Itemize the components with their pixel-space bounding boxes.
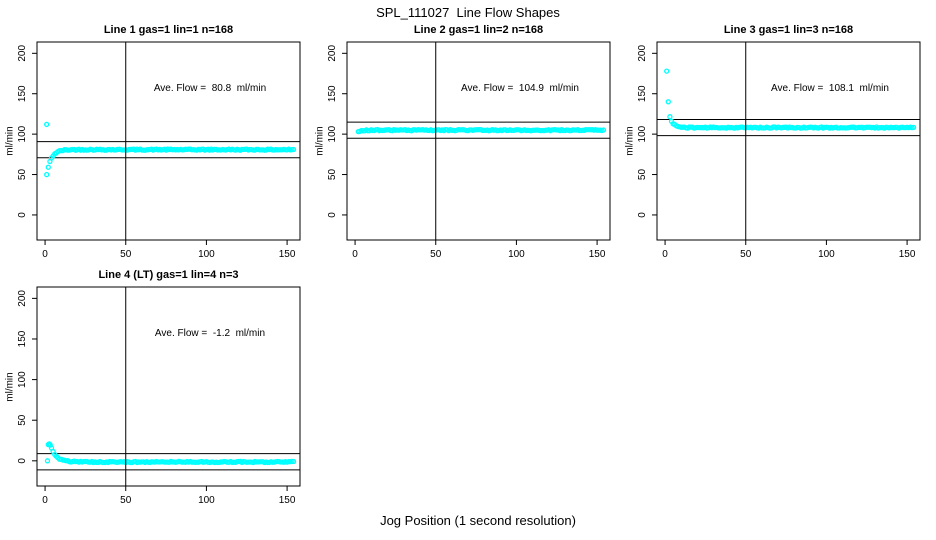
x-tick-label: 150	[589, 249, 606, 260]
main-title: SPL_111027 Line Flow Shapes	[376, 5, 560, 20]
ave-flow-annotation-line1: Ave. Flow = 80.8 ml/min	[153, 83, 267, 94]
y-tick-label: 100	[637, 125, 648, 142]
y-tick-label: 200	[17, 45, 28, 62]
y-tick-label: 150	[17, 85, 28, 102]
y-tick-label: 200	[17, 290, 28, 307]
x-tick-label: 150	[899, 249, 916, 260]
y-tick-label: 0	[637, 212, 648, 218]
y-tick-label: 0	[17, 212, 28, 218]
x-tick-label: 150	[279, 495, 296, 506]
x-tick-label: 100	[508, 249, 525, 260]
x-axis-label: Jog Position (1 second resolution)	[380, 513, 576, 528]
y-axis-label-line4: ml/min	[4, 372, 16, 402]
y-tick-label: 50	[17, 414, 28, 426]
y-tick-label: 100	[17, 125, 28, 142]
data-point	[667, 114, 673, 120]
plot-box	[346, 41, 611, 241]
ave-flow-annotation-line2: Ave. Flow = 104.9 ml/min	[461, 83, 579, 94]
data-point	[47, 442, 53, 448]
y-axis-label-line3: ml/min	[624, 126, 636, 156]
y-tick-label: 50	[637, 169, 648, 181]
x-tick-label: 100	[198, 249, 215, 260]
x-tick-label: 0	[42, 495, 48, 506]
x-tick-label: 100	[198, 495, 215, 506]
y-axis-label-line2: ml/min	[314, 126, 326, 156]
x-tick-label: 50	[120, 495, 132, 506]
y-tick-label: 200	[327, 45, 338, 62]
plot-box	[36, 286, 301, 487]
ave-flow-annotation-line3: Ave. Flow = 108.1 ml/min	[771, 83, 889, 94]
subplot-title-line4: Line 4 (LT) gas=1 lin=4 n=3	[98, 269, 239, 281]
data-point	[44, 121, 50, 128]
data-point	[290, 458, 297, 465]
subplot-title-line3: Line 3 gas=1 lin=3 n=168	[723, 24, 854, 36]
data-point	[665, 99, 671, 105]
y-tick-label: 50	[17, 169, 28, 181]
data-point	[44, 171, 50, 178]
x-tick-label: 50	[430, 249, 442, 260]
x-tick-label: 150	[279, 249, 296, 260]
x-tick-label: 0	[662, 249, 668, 260]
y-tick-label: 0	[327, 212, 338, 218]
plot-box	[656, 41, 921, 241]
x-tick-label: 50	[740, 249, 752, 260]
y-tick-label: 50	[327, 169, 338, 181]
y-axis-label-line1: ml/min	[4, 126, 16, 156]
data-point	[664, 68, 670, 74]
x-tick-label: 0	[42, 249, 48, 260]
data-point	[45, 164, 51, 170]
y-tick-label: 100	[17, 371, 28, 388]
x-tick-label: 100	[818, 249, 835, 260]
data-point	[44, 458, 51, 464]
ave-flow-annotation-line4: Ave. Flow = -1.2 ml/min	[154, 328, 266, 339]
x-tick-label: 0	[352, 249, 358, 260]
y-tick-label: 150	[637, 85, 648, 102]
y-tick-label: 0	[17, 458, 28, 464]
y-tick-label: 150	[17, 330, 28, 347]
data-point	[910, 124, 917, 130]
plot-box	[36, 41, 301, 241]
subplot-title-line1: Line 1 gas=1 lin=1 n=168	[103, 24, 234, 36]
y-tick-label: 150	[327, 85, 338, 102]
subplot-title-line2: Line 2 gas=1 lin=2 n=168	[413, 24, 544, 36]
y-tick-label: 200	[637, 45, 648, 62]
data-point	[290, 146, 297, 153]
y-tick-label: 100	[327, 125, 338, 142]
x-tick-label: 50	[120, 249, 132, 260]
data-point	[600, 127, 607, 133]
